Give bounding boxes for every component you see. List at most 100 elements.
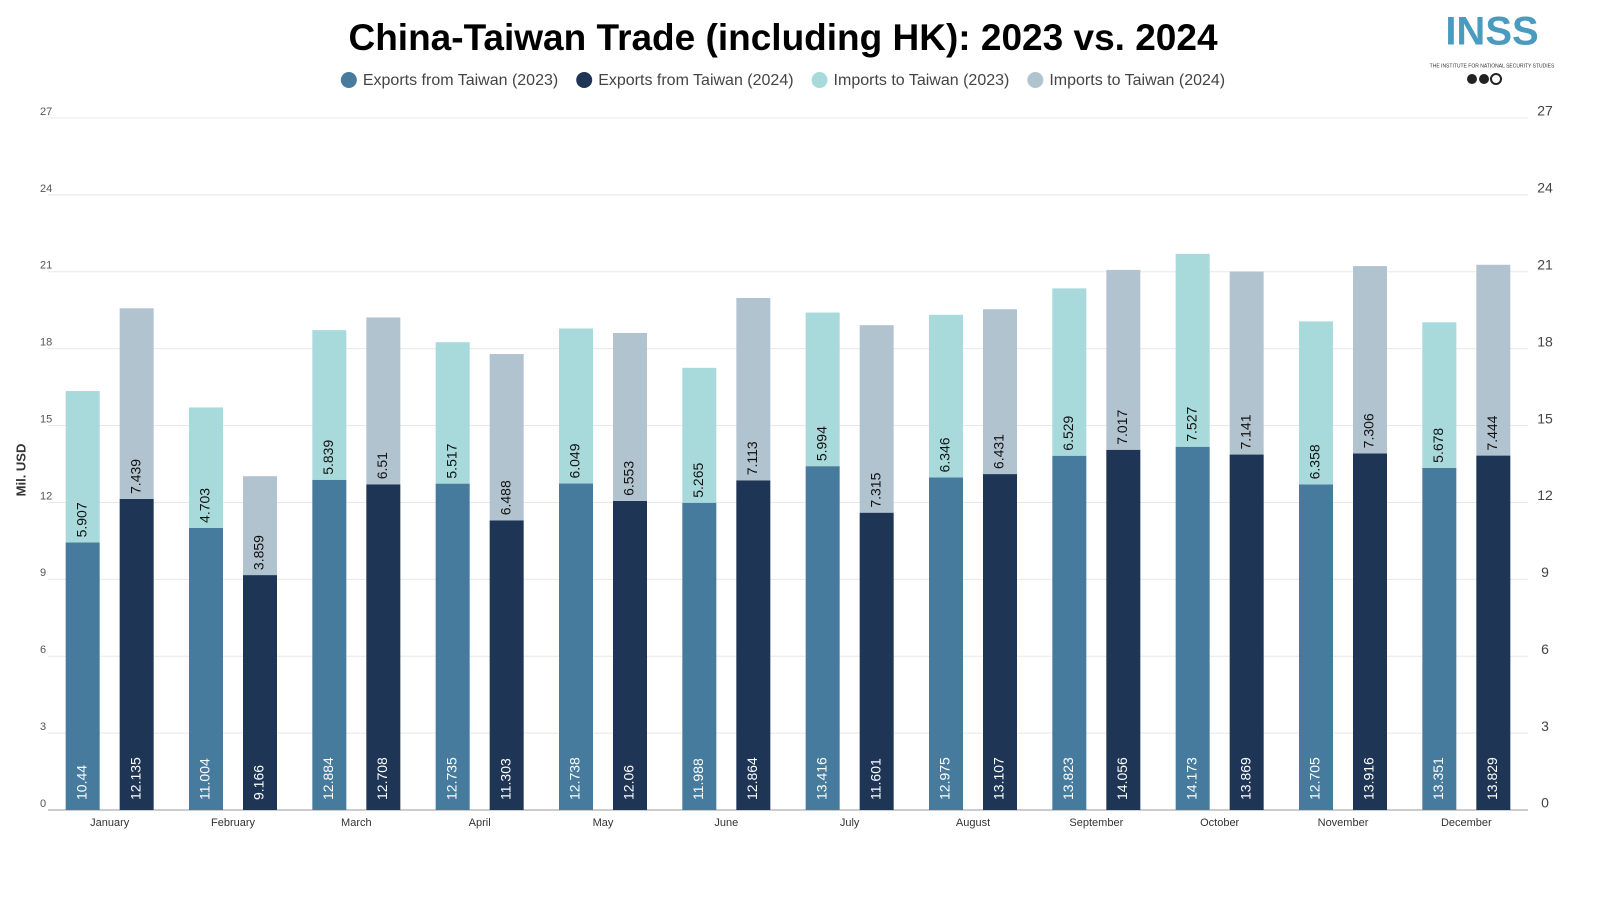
data-label: 11.988: [690, 758, 706, 800]
data-label: 12.864: [744, 757, 760, 800]
data-label: 13.107: [991, 757, 1007, 800]
data-label: 11.004: [197, 758, 213, 800]
data-label: 5.265: [690, 463, 706, 498]
bar: [929, 477, 963, 810]
data-label: 14.173: [1183, 757, 1199, 800]
bar: [1229, 454, 1264, 810]
bar: [243, 476, 277, 576]
y-tick-label: 21: [40, 260, 52, 272]
logo: INSS THE INSTITUTE FOR NATIONAL SECURITY…: [1430, 10, 1555, 85]
data-label: 7.315: [867, 472, 883, 507]
bar: [1106, 269, 1141, 450]
y-tick-label: 18: [40, 337, 52, 349]
logo-subtitle: THE INSTITUTE FOR NATIONAL SECURITY STUD…: [1430, 63, 1555, 69]
bar: [1299, 321, 1333, 485]
data-label: 5.907: [73, 502, 89, 537]
x-tick-label: November: [1318, 817, 1369, 829]
data-label: 6.488: [497, 480, 513, 515]
bar: [859, 325, 894, 513]
y-tick-label: 27: [40, 106, 52, 118]
bar: [119, 308, 154, 499]
data-label: 3.859: [251, 535, 267, 570]
bar: [1422, 467, 1457, 810]
x-tick-label: August: [956, 817, 990, 829]
bar: [805, 466, 840, 810]
data-label: 6.049: [567, 443, 583, 478]
data-label: 7.444: [1484, 415, 1500, 450]
data-label: 7.141: [1237, 414, 1253, 449]
y-tick-label: 6: [40, 644, 46, 656]
bar: [929, 314, 963, 478]
data-label: 11.601: [867, 758, 883, 800]
bar: [312, 479, 347, 810]
y2-tick-label: 18: [1537, 333, 1553, 349]
bar: [243, 575, 277, 810]
data-label: 7.527: [1183, 407, 1199, 442]
legend-label: Exports from Taiwan (2023): [363, 72, 558, 89]
bar: [1299, 484, 1333, 810]
x-tick-label: May: [593, 817, 614, 829]
bar: [65, 542, 100, 810]
x-tick-label: July: [840, 817, 860, 829]
data-label: 12.884: [320, 757, 336, 800]
bar: [65, 391, 100, 543]
bar: [613, 500, 647, 810]
bar: [859, 512, 894, 810]
data-label: 13.869: [1237, 757, 1253, 800]
bar: [1422, 322, 1457, 468]
data-label: 6.358: [1307, 444, 1323, 479]
data-label: 13.829: [1484, 757, 1500, 800]
data-label: 13.916: [1361, 757, 1377, 800]
x-tick-label: October: [1200, 817, 1239, 829]
bar: [1052, 455, 1087, 810]
y-tick-label: 15: [40, 413, 52, 425]
logo-text: INSS: [1445, 10, 1538, 54]
x-tick-label: December: [1441, 817, 1492, 829]
logo-icon: [1479, 74, 1489, 84]
bar: [559, 483, 593, 810]
data-label: 13.416: [813, 757, 829, 800]
data-label: 12.975: [937, 757, 953, 800]
bar: [312, 330, 347, 480]
data-label: 7.439: [127, 459, 143, 494]
bar: [189, 407, 223, 528]
x-tick-label: March: [341, 817, 372, 829]
data-label: 7.306: [1361, 413, 1377, 448]
y-tick-label: 0: [40, 798, 46, 810]
data-label: 13.823: [1060, 757, 1076, 800]
data-label: 7.113: [744, 441, 760, 475]
bar: [613, 332, 647, 501]
bar: [1052, 288, 1087, 456]
bar: [682, 502, 717, 810]
legend-label: Imports to Taiwan (2024): [1049, 72, 1225, 89]
data-label: 12.705: [1307, 757, 1323, 800]
legend-label: Exports from Taiwan (2024): [598, 72, 793, 89]
legend-swatch: [1027, 72, 1044, 88]
bar: [1353, 266, 1387, 454]
bar: [682, 367, 717, 503]
y2-tick-label: 27: [1537, 103, 1553, 119]
y2-tick-label: 0: [1541, 795, 1549, 811]
data-label: 6.553: [621, 461, 637, 496]
bar: [559, 328, 593, 484]
y-axis-label: Mil. USD: [13, 444, 28, 497]
data-label: 6.346: [937, 437, 953, 472]
x-tick-label: September: [1069, 817, 1123, 829]
x-tick-label: April: [469, 817, 491, 829]
bar: [1106, 449, 1141, 810]
x-tick-label: January: [90, 817, 130, 829]
y2-tick-label: 6: [1541, 641, 1549, 657]
data-label: 11.303: [497, 758, 513, 800]
y2-tick-label: 9: [1541, 564, 1549, 580]
y-tick-label: 9: [40, 567, 46, 579]
bar: [189, 527, 223, 810]
bar: [119, 498, 154, 810]
x-tick-label: February: [211, 817, 256, 829]
data-label: 12.735: [443, 757, 459, 800]
y-tick-label: 24: [40, 183, 52, 195]
y2-tick-label: 24: [1537, 180, 1553, 196]
bar: [1476, 455, 1511, 810]
data-label: 6.431: [991, 434, 1007, 469]
y2-tick-label: 3: [1541, 718, 1549, 734]
data-label: 12.06: [621, 765, 637, 800]
